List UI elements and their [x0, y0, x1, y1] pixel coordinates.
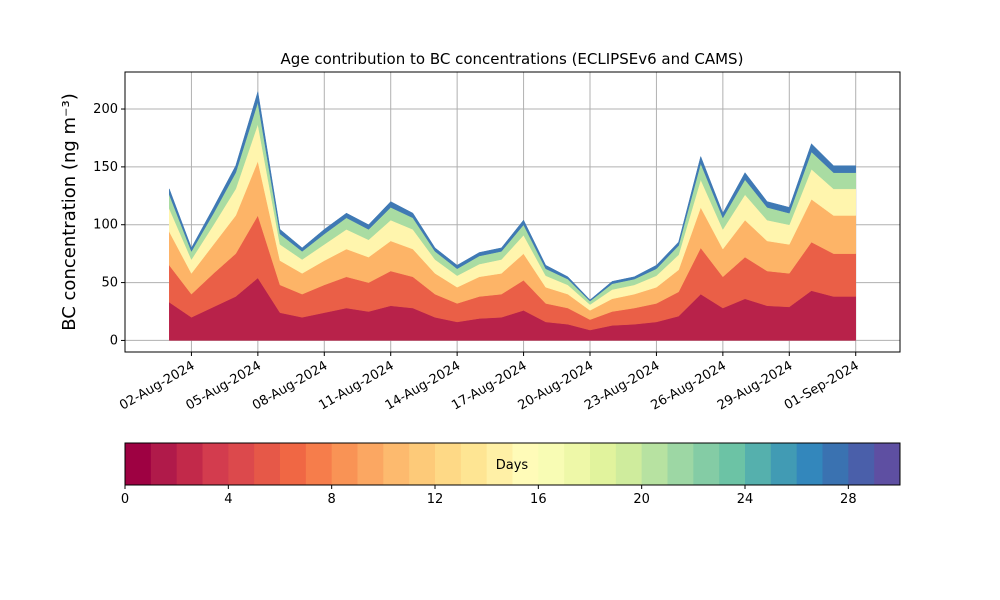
y-axis-label: BC concentration (ng m⁻³)	[59, 93, 80, 331]
colorbar-swatch	[822, 443, 849, 485]
plot-frame	[124, 71, 901, 353]
colorbar-swatch	[383, 443, 410, 485]
colorbar-swatch	[125, 443, 152, 485]
colorbar-swatch	[745, 443, 772, 485]
colorbar-swatch	[254, 443, 281, 485]
colorbar-swatch	[331, 443, 358, 485]
x-tick-label: 29-Aug-2024	[715, 358, 795, 413]
y-tick-label: 150	[93, 160, 118, 175]
colorbar-tick-label: 16	[530, 492, 547, 507]
colorbar-swatch	[770, 443, 798, 485]
colorbar-swatch	[590, 443, 617, 485]
colorbar-tick-label: 20	[633, 492, 650, 507]
colorbar-swatch	[615, 443, 643, 485]
colorbar-swatch	[486, 443, 513, 485]
colorbar-swatch	[409, 443, 436, 485]
y-tick-label: 200	[93, 102, 118, 117]
colorbar-swatch	[538, 443, 565, 485]
colorbar-swatch	[848, 443, 875, 485]
colorbar-swatch	[667, 443, 694, 485]
chart-title: Age contribution to BC concentrations (E…	[281, 50, 744, 68]
colorbar-swatch	[176, 443, 203, 485]
colorbar-swatch	[228, 443, 255, 485]
colorbar-tick-label: 0	[121, 492, 129, 507]
y-tick-label: 100	[93, 218, 118, 233]
colorbar-tick-label: 4	[224, 492, 232, 507]
colorbar-swatch	[202, 443, 229, 485]
colorbar-swatch	[280, 443, 307, 485]
colorbar-swatch	[796, 443, 823, 485]
colorbar-swatch	[719, 443, 746, 485]
colorbar-swatch	[693, 443, 720, 485]
colorbar-swatch	[874, 443, 901, 485]
x-tick-label: 01-Sep-2024	[782, 358, 862, 413]
colorbar-frame	[124, 442, 901, 486]
colorbar-tick-label: 8	[328, 492, 336, 507]
colorbar-label: Days	[496, 458, 529, 473]
colorbar-swatch	[150, 443, 178, 485]
colorbar-swatch	[641, 443, 668, 485]
area-layer	[169, 91, 856, 302]
colorbar-swatch	[512, 443, 539, 485]
colorbar-swatch	[435, 443, 462, 485]
colorbar-tick-label: 28	[840, 492, 857, 507]
colorbar-swatch	[305, 443, 333, 485]
colorbar-swatch	[460, 443, 488, 485]
colorbar-swatch	[357, 443, 384, 485]
y-tick-label: 0	[110, 333, 118, 348]
colorbar-tick-label: 24	[737, 492, 754, 507]
colorbar-swatch	[564, 443, 591, 485]
y-tick-label: 50	[101, 276, 118, 291]
colorbar-tick-label: 12	[427, 492, 444, 507]
